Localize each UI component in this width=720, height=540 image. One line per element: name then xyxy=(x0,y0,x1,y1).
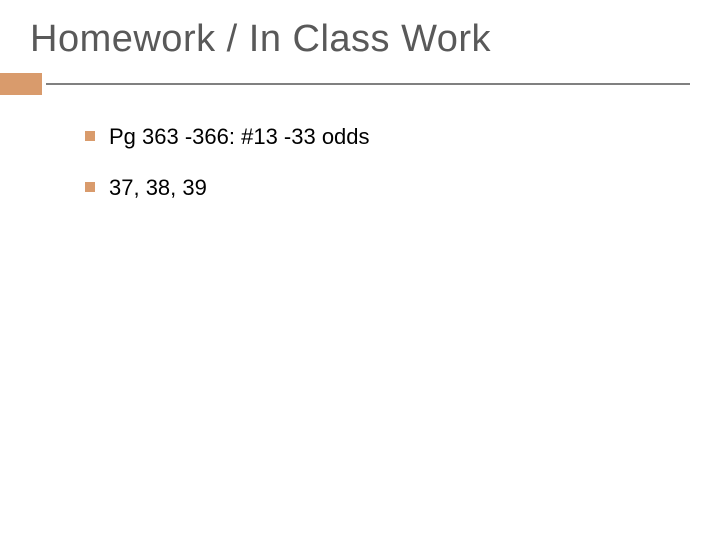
bullet-text: Pg 363 -366: #13 -33 odds xyxy=(109,123,370,152)
slide-container: Homework / In Class Work Pg 363 -366: #1… xyxy=(0,0,720,540)
divider xyxy=(0,73,720,95)
content-area: Pg 363 -366: #13 -33 odds 37, 38, 39 xyxy=(30,123,690,202)
bullet-text: 37, 38, 39 xyxy=(109,174,207,203)
slide-title: Homework / In Class Work xyxy=(30,18,690,61)
accent-block xyxy=(0,73,42,95)
list-item: Pg 363 -366: #13 -33 odds xyxy=(85,123,690,152)
divider-line xyxy=(46,83,690,85)
bullet-icon xyxy=(85,182,95,192)
bullet-icon xyxy=(85,131,95,141)
list-item: 37, 38, 39 xyxy=(85,174,690,203)
